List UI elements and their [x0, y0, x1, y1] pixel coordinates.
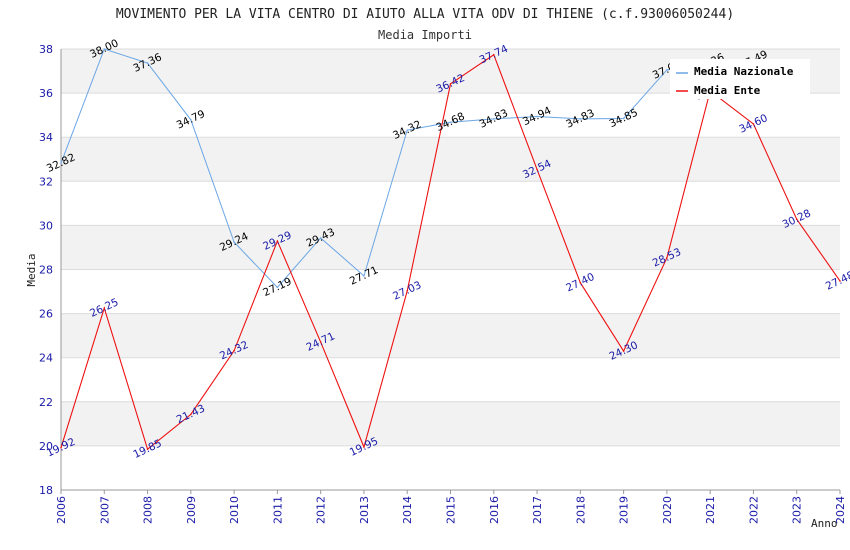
data-point	[406, 129, 409, 131]
y-tick-label: 22	[39, 396, 53, 409]
x-tick-label: 2009	[185, 496, 198, 524]
data-point	[666, 69, 668, 71]
y-tick-label: 38	[39, 43, 53, 56]
y-tick-label: 26	[39, 308, 53, 321]
y-axis-label: Media	[25, 253, 38, 286]
chart-subtitle: Media Importi	[378, 28, 472, 42]
y-tick-label: 24	[39, 352, 53, 365]
grid-band	[61, 313, 840, 358]
chart-title: MOVIMENTO PER LA VITA CENTRO DI AIUTO AL…	[116, 7, 734, 22]
data-point	[276, 286, 279, 289]
grid-band	[61, 137, 840, 182]
data-point	[276, 240, 279, 242]
data-point	[449, 83, 452, 85]
data-point	[622, 350, 625, 352]
legend-label-nazionale: Media Nazionale	[694, 65, 794, 78]
data-label: 34.79	[175, 108, 207, 132]
data-point	[103, 48, 106, 50]
x-tick-label: 2020	[661, 496, 674, 524]
y-tick-label: 36	[39, 87, 53, 100]
data-label: 34.94	[521, 105, 554, 129]
axes	[60, 49, 841, 494]
data-point	[319, 237, 322, 239]
x-tick-label: 2008	[142, 496, 155, 524]
legend-label-ente: Media Ente	[694, 84, 761, 97]
data-point	[795, 218, 798, 221]
data-point	[492, 118, 495, 120]
x-tick-label: 2021	[704, 496, 717, 524]
x-tick-label: 2024	[834, 496, 847, 524]
x-axis-label: Anno	[811, 517, 838, 530]
legend-box	[670, 59, 810, 99]
data-label: 34.83	[564, 107, 596, 131]
data-point	[363, 446, 365, 448]
y-tick-label: 28	[39, 264, 53, 277]
x-tick-label: 2022	[747, 496, 760, 524]
y-tick-label: 34	[39, 131, 53, 144]
y-tick-label: 18	[39, 484, 53, 497]
data-label: 27.48	[824, 269, 850, 293]
data-point	[190, 118, 192, 121]
grid-band	[61, 225, 840, 270]
data-point	[536, 115, 538, 118]
grid-band	[61, 401, 840, 446]
x-tick-label: 2014	[401, 496, 414, 524]
data-point	[492, 53, 495, 56]
grid-lines	[61, 48, 840, 491]
data-point	[60, 162, 62, 165]
x-tick-label: 2012	[315, 496, 328, 524]
data-label: 27.03	[391, 279, 423, 303]
x-tick-label: 2010	[228, 496, 241, 524]
data-label: 34.83	[478, 107, 510, 131]
data-point	[579, 118, 582, 120]
grid-bands	[61, 49, 840, 446]
x-tick-label: 2015	[445, 496, 458, 524]
data-point	[536, 168, 538, 171]
data-point	[146, 448, 149, 451]
x-tick-label: 2011	[271, 496, 284, 524]
data-point	[363, 275, 365, 277]
data-point	[190, 413, 192, 416]
data-point	[319, 341, 322, 343]
legend: Media Nazionale Media Ente	[670, 59, 810, 99]
data-point	[579, 281, 582, 284]
x-tick-label: 2019	[618, 496, 631, 524]
data-point	[103, 307, 106, 309]
data-point	[622, 117, 625, 120]
x-tick-label: 2023	[791, 496, 804, 524]
data-point	[449, 121, 452, 124]
data-point	[752, 123, 755, 125]
data-point	[146, 62, 149, 64]
data-point	[666, 257, 668, 259]
data-point	[406, 290, 409, 292]
data-label: 34.85	[607, 107, 639, 131]
data-label: 34.68	[434, 110, 466, 134]
x-tick-label: 2017	[531, 496, 544, 524]
y-tick-label: 30	[39, 219, 53, 232]
data-point	[839, 280, 841, 282]
data-point	[233, 241, 235, 243]
data-label: 27.40	[564, 271, 596, 295]
y-tick-label: 20	[39, 440, 53, 453]
data-label: 27.19	[261, 276, 293, 300]
x-tick-label: 2016	[488, 496, 501, 524]
x-tick-label: 2007	[98, 496, 111, 524]
data-point	[233, 349, 235, 352]
x-tick-label: 2006	[55, 496, 68, 524]
x-tick-label: 2013	[358, 496, 371, 524]
y-tick-label: 32	[39, 175, 53, 188]
data-point	[60, 446, 62, 449]
x-tick-label: 2018	[574, 496, 587, 524]
